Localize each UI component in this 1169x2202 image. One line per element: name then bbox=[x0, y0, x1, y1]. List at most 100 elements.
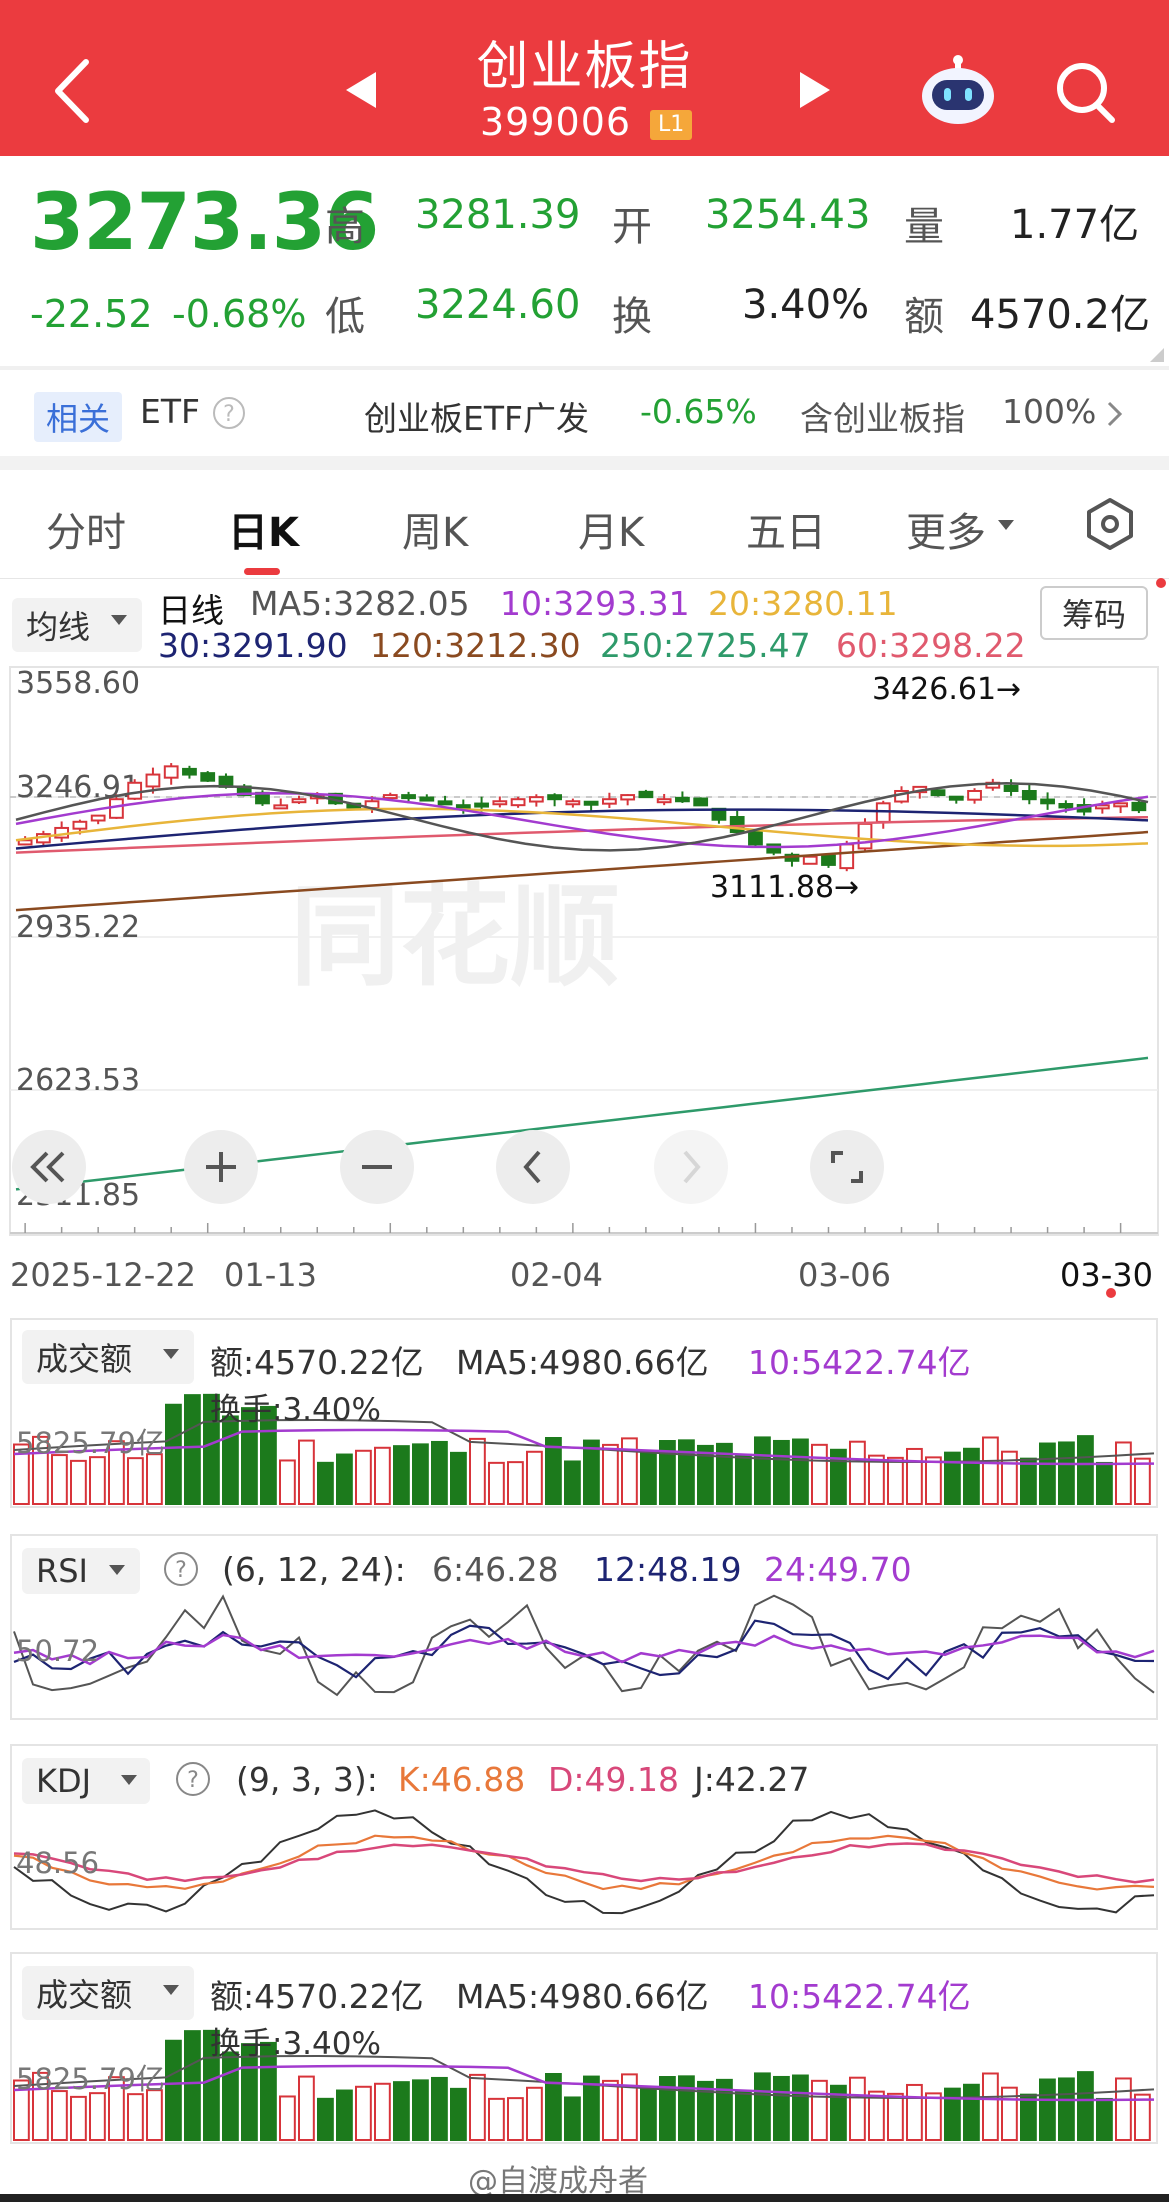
ma-lines-group bbox=[15, 782, 1149, 1191]
volume-bar bbox=[1058, 2077, 1075, 2141]
candle-body bbox=[273, 804, 289, 810]
volume-bar bbox=[51, 1454, 68, 1505]
tab-intraday[interactable]: 分时 bbox=[46, 510, 126, 556]
volume-bar bbox=[678, 1439, 695, 1505]
tab-five-day[interactable]: 五日 bbox=[746, 510, 826, 556]
volume-bar bbox=[621, 2073, 638, 2141]
rsi-selector[interactable]: RSI bbox=[22, 1548, 140, 1594]
ma60-legend: 60:3298.22 bbox=[836, 626, 1026, 665]
turnover-value: 3.40% bbox=[742, 282, 870, 328]
tab-monthly-k[interactable]: 月K bbox=[578, 510, 645, 556]
candle-body bbox=[875, 802, 891, 823]
back-arrow-icon[interactable] bbox=[52, 58, 92, 124]
related-etf-bar[interactable]: 相关 ETF ? 创业板ETF广发 -0.65% 含创业板指 100% bbox=[0, 370, 1169, 456]
fullscreen-button[interactable] bbox=[810, 1130, 884, 1204]
ma-selector[interactable]: 均线 bbox=[12, 598, 142, 652]
volume-bar bbox=[830, 1448, 847, 1506]
ma5-legend: MA5:3282.05 bbox=[250, 584, 470, 623]
volume-bar bbox=[393, 1445, 410, 1505]
tab-weekly-k[interactable]: 周K bbox=[402, 510, 469, 556]
kdj-k-line bbox=[13, 1834, 1155, 1891]
volume-y-tick: 5825.79亿 bbox=[16, 1426, 165, 1460]
volume-bars-chart bbox=[13, 1393, 1155, 1506]
ma-selector-label: 均线 bbox=[26, 608, 91, 646]
candle-body bbox=[1058, 802, 1074, 809]
help-icon[interactable]: ? bbox=[162, 1550, 200, 1588]
help-icon[interactable]: ? bbox=[174, 1760, 212, 1798]
settings-hexagon-icon[interactable] bbox=[1082, 496, 1138, 552]
volume-bar bbox=[450, 1451, 467, 1505]
plus-icon bbox=[206, 1152, 236, 1182]
volume-bar bbox=[1001, 1450, 1018, 1505]
bottom-bar bbox=[0, 2194, 1169, 2202]
volume-bar bbox=[982, 2072, 999, 2141]
volume-bar bbox=[868, 1454, 885, 1505]
volume-ma10-line bbox=[13, 2064, 1155, 2102]
zoom-out-button[interactable] bbox=[340, 1130, 414, 1204]
corner-triangle-icon bbox=[1150, 348, 1164, 362]
chevron-right-icon[interactable] bbox=[1106, 400, 1124, 428]
volume-bar bbox=[393, 2081, 410, 2141]
candle-body bbox=[200, 772, 216, 782]
tab-more[interactable]: 更多 bbox=[906, 510, 986, 556]
footer-watermark: @自渡成舟者 bbox=[468, 2164, 648, 2199]
volume-bar bbox=[640, 1451, 657, 1505]
kdj-params: (9, 3, 3): bbox=[236, 1760, 378, 1799]
volume-bar bbox=[754, 2072, 771, 2142]
x-tick-3: 03-06 bbox=[798, 1256, 891, 1294]
volume-panel bbox=[10, 1318, 1158, 1508]
rsi-chart bbox=[13, 1594, 1155, 1697]
candle-body bbox=[474, 802, 489, 808]
volume-bar bbox=[431, 1440, 448, 1505]
candle-body bbox=[401, 794, 416, 800]
scroll-left-button[interactable] bbox=[496, 1130, 570, 1204]
volume-bar bbox=[754, 1436, 771, 1506]
volume-bar bbox=[1020, 1457, 1037, 1505]
ma250-legend: 250:2725.47 bbox=[600, 626, 811, 665]
volume-bar bbox=[925, 2092, 942, 2141]
candle-body bbox=[656, 798, 672, 804]
kdj-title: KDJ bbox=[36, 1762, 92, 1800]
volume-bar bbox=[602, 2079, 619, 2141]
zoom-in-button[interactable] bbox=[184, 1130, 258, 1204]
triangle-left-icon[interactable] bbox=[344, 70, 378, 110]
ma120-legend: 120:3212.30 bbox=[370, 626, 581, 665]
search-icon[interactable] bbox=[1054, 60, 1118, 126]
scroll-right-button[interactable] bbox=[654, 1130, 728, 1204]
volume-bar bbox=[583, 1439, 600, 1505]
volume-amount-2: 额:4570.22亿 bbox=[210, 1977, 424, 2016]
kline-chart[interactable]: 同花顺 3558.603246.912935.222623.532311.85 … bbox=[0, 665, 1169, 1245]
volume-bar bbox=[659, 2076, 676, 2141]
chips-button[interactable]: 筹码 bbox=[1040, 586, 1149, 640]
triangle-right-icon[interactable] bbox=[798, 70, 832, 110]
watermark-logo: 同花顺 bbox=[290, 873, 620, 1001]
candle-body bbox=[1113, 802, 1129, 808]
rsi-title: RSI bbox=[36, 1552, 88, 1590]
volume-bar bbox=[469, 2073, 486, 2141]
volume-bar bbox=[545, 2073, 562, 2141]
volume-bar bbox=[70, 2095, 87, 2141]
high-value: 3281.39 bbox=[415, 192, 581, 238]
y-tick-2: 2935.22 bbox=[16, 910, 140, 945]
etf-change: -0.65% bbox=[640, 392, 757, 431]
volume-bar bbox=[13, 2079, 30, 2142]
volume-bar bbox=[374, 1446, 391, 1505]
tab-daily-k[interactable]: 日K bbox=[228, 510, 299, 556]
volume-bar bbox=[431, 2076, 448, 2141]
volume-turnover-2: 换手:3.40% bbox=[210, 2026, 381, 2062]
volume-indicator-selector[interactable]: 成交额 bbox=[22, 1330, 194, 1384]
scroll-start-button[interactable] bbox=[12, 1130, 86, 1204]
candle-body bbox=[455, 804, 471, 810]
volume-y-tick-2: 5825.79亿 bbox=[16, 2062, 165, 2096]
ma20-line bbox=[15, 807, 1149, 848]
rsi6-value: 6:46.28 bbox=[432, 1550, 559, 1589]
volume-bars-chart-2 bbox=[13, 2029, 1155, 2142]
candle-body bbox=[967, 789, 982, 801]
caret-down-icon bbox=[111, 615, 127, 625]
volume-bar bbox=[887, 2092, 904, 2141]
help-icon[interactable]: ? bbox=[212, 396, 246, 430]
robot-assistant-icon[interactable] bbox=[918, 52, 998, 126]
volume-indicator-selector-2[interactable]: 成交额 bbox=[22, 1966, 194, 2020]
candle-body bbox=[547, 794, 563, 801]
